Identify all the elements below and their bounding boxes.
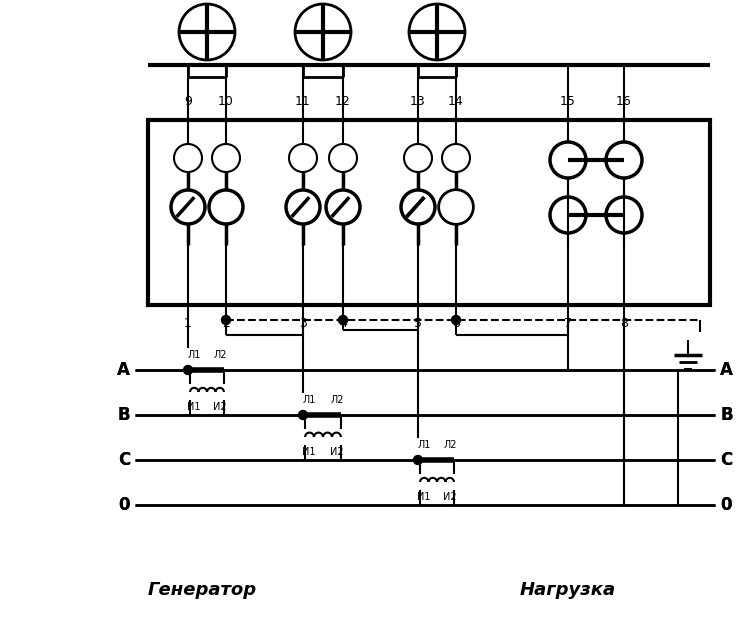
Text: И2: И2 <box>330 447 344 457</box>
Text: 15: 15 <box>560 95 576 108</box>
Text: 13: 13 <box>410 95 426 108</box>
Text: 16: 16 <box>616 95 632 108</box>
Text: B: B <box>117 406 130 424</box>
Text: И1: И1 <box>188 402 201 412</box>
Text: И2: И2 <box>213 402 226 412</box>
Text: 5: 5 <box>414 317 422 330</box>
Text: 2: 2 <box>222 317 230 330</box>
Circle shape <box>174 144 202 172</box>
Text: 12: 12 <box>335 95 351 108</box>
Text: Л2: Л2 <box>213 350 226 360</box>
Text: 3: 3 <box>299 317 307 330</box>
Circle shape <box>439 190 473 224</box>
Circle shape <box>452 316 460 324</box>
Text: B: B <box>117 406 130 424</box>
Text: И1: И1 <box>302 447 316 457</box>
Circle shape <box>439 190 473 224</box>
Text: Л1: Л1 <box>302 395 316 405</box>
Text: 11: 11 <box>295 95 310 108</box>
Text: Л1: Л1 <box>417 440 430 450</box>
Text: И1: И1 <box>417 492 430 502</box>
Circle shape <box>413 455 422 464</box>
Circle shape <box>404 144 432 172</box>
Circle shape <box>606 197 642 233</box>
Circle shape <box>209 190 243 224</box>
Text: A: A <box>720 361 733 379</box>
Circle shape <box>221 316 230 324</box>
Text: 1: 1 <box>184 317 192 330</box>
Circle shape <box>409 4 465 60</box>
Text: 9: 9 <box>184 95 192 108</box>
Text: B: B <box>720 406 733 424</box>
Circle shape <box>298 411 307 420</box>
Text: 7: 7 <box>564 317 572 330</box>
Text: Нагрузка: Нагрузка <box>520 581 616 599</box>
Circle shape <box>550 197 586 233</box>
Text: C: C <box>720 451 732 469</box>
Circle shape <box>338 316 347 324</box>
Text: Генератор: Генератор <box>148 581 257 599</box>
Text: И2: И2 <box>443 492 457 502</box>
FancyBboxPatch shape <box>148 120 710 305</box>
Circle shape <box>442 144 470 172</box>
Text: C: C <box>118 451 130 469</box>
Circle shape <box>171 190 205 224</box>
Text: 10: 10 <box>218 95 234 108</box>
Text: 0: 0 <box>118 496 130 514</box>
Circle shape <box>606 142 642 178</box>
Text: Л2: Л2 <box>330 395 344 405</box>
Text: Л2: Л2 <box>443 440 457 450</box>
Text: 8: 8 <box>620 317 628 330</box>
Text: C: C <box>720 451 732 469</box>
Text: 14: 14 <box>448 95 464 108</box>
Text: C: C <box>118 451 130 469</box>
Text: A: A <box>720 361 733 379</box>
Text: Л1: Л1 <box>188 350 201 360</box>
Text: B: B <box>720 406 733 424</box>
Text: 0: 0 <box>720 496 731 514</box>
Circle shape <box>295 4 351 60</box>
Circle shape <box>326 190 360 224</box>
Circle shape <box>286 190 320 224</box>
Circle shape <box>550 142 586 178</box>
Text: 0: 0 <box>118 496 130 514</box>
Circle shape <box>401 190 435 224</box>
Text: A: A <box>117 361 130 379</box>
Text: 6: 6 <box>452 317 460 330</box>
Circle shape <box>329 144 357 172</box>
Circle shape <box>184 365 193 374</box>
Circle shape <box>289 144 317 172</box>
Text: 4: 4 <box>339 317 347 330</box>
Text: A: A <box>117 361 130 379</box>
Circle shape <box>179 4 235 60</box>
Circle shape <box>212 144 240 172</box>
Text: 0: 0 <box>720 496 731 514</box>
